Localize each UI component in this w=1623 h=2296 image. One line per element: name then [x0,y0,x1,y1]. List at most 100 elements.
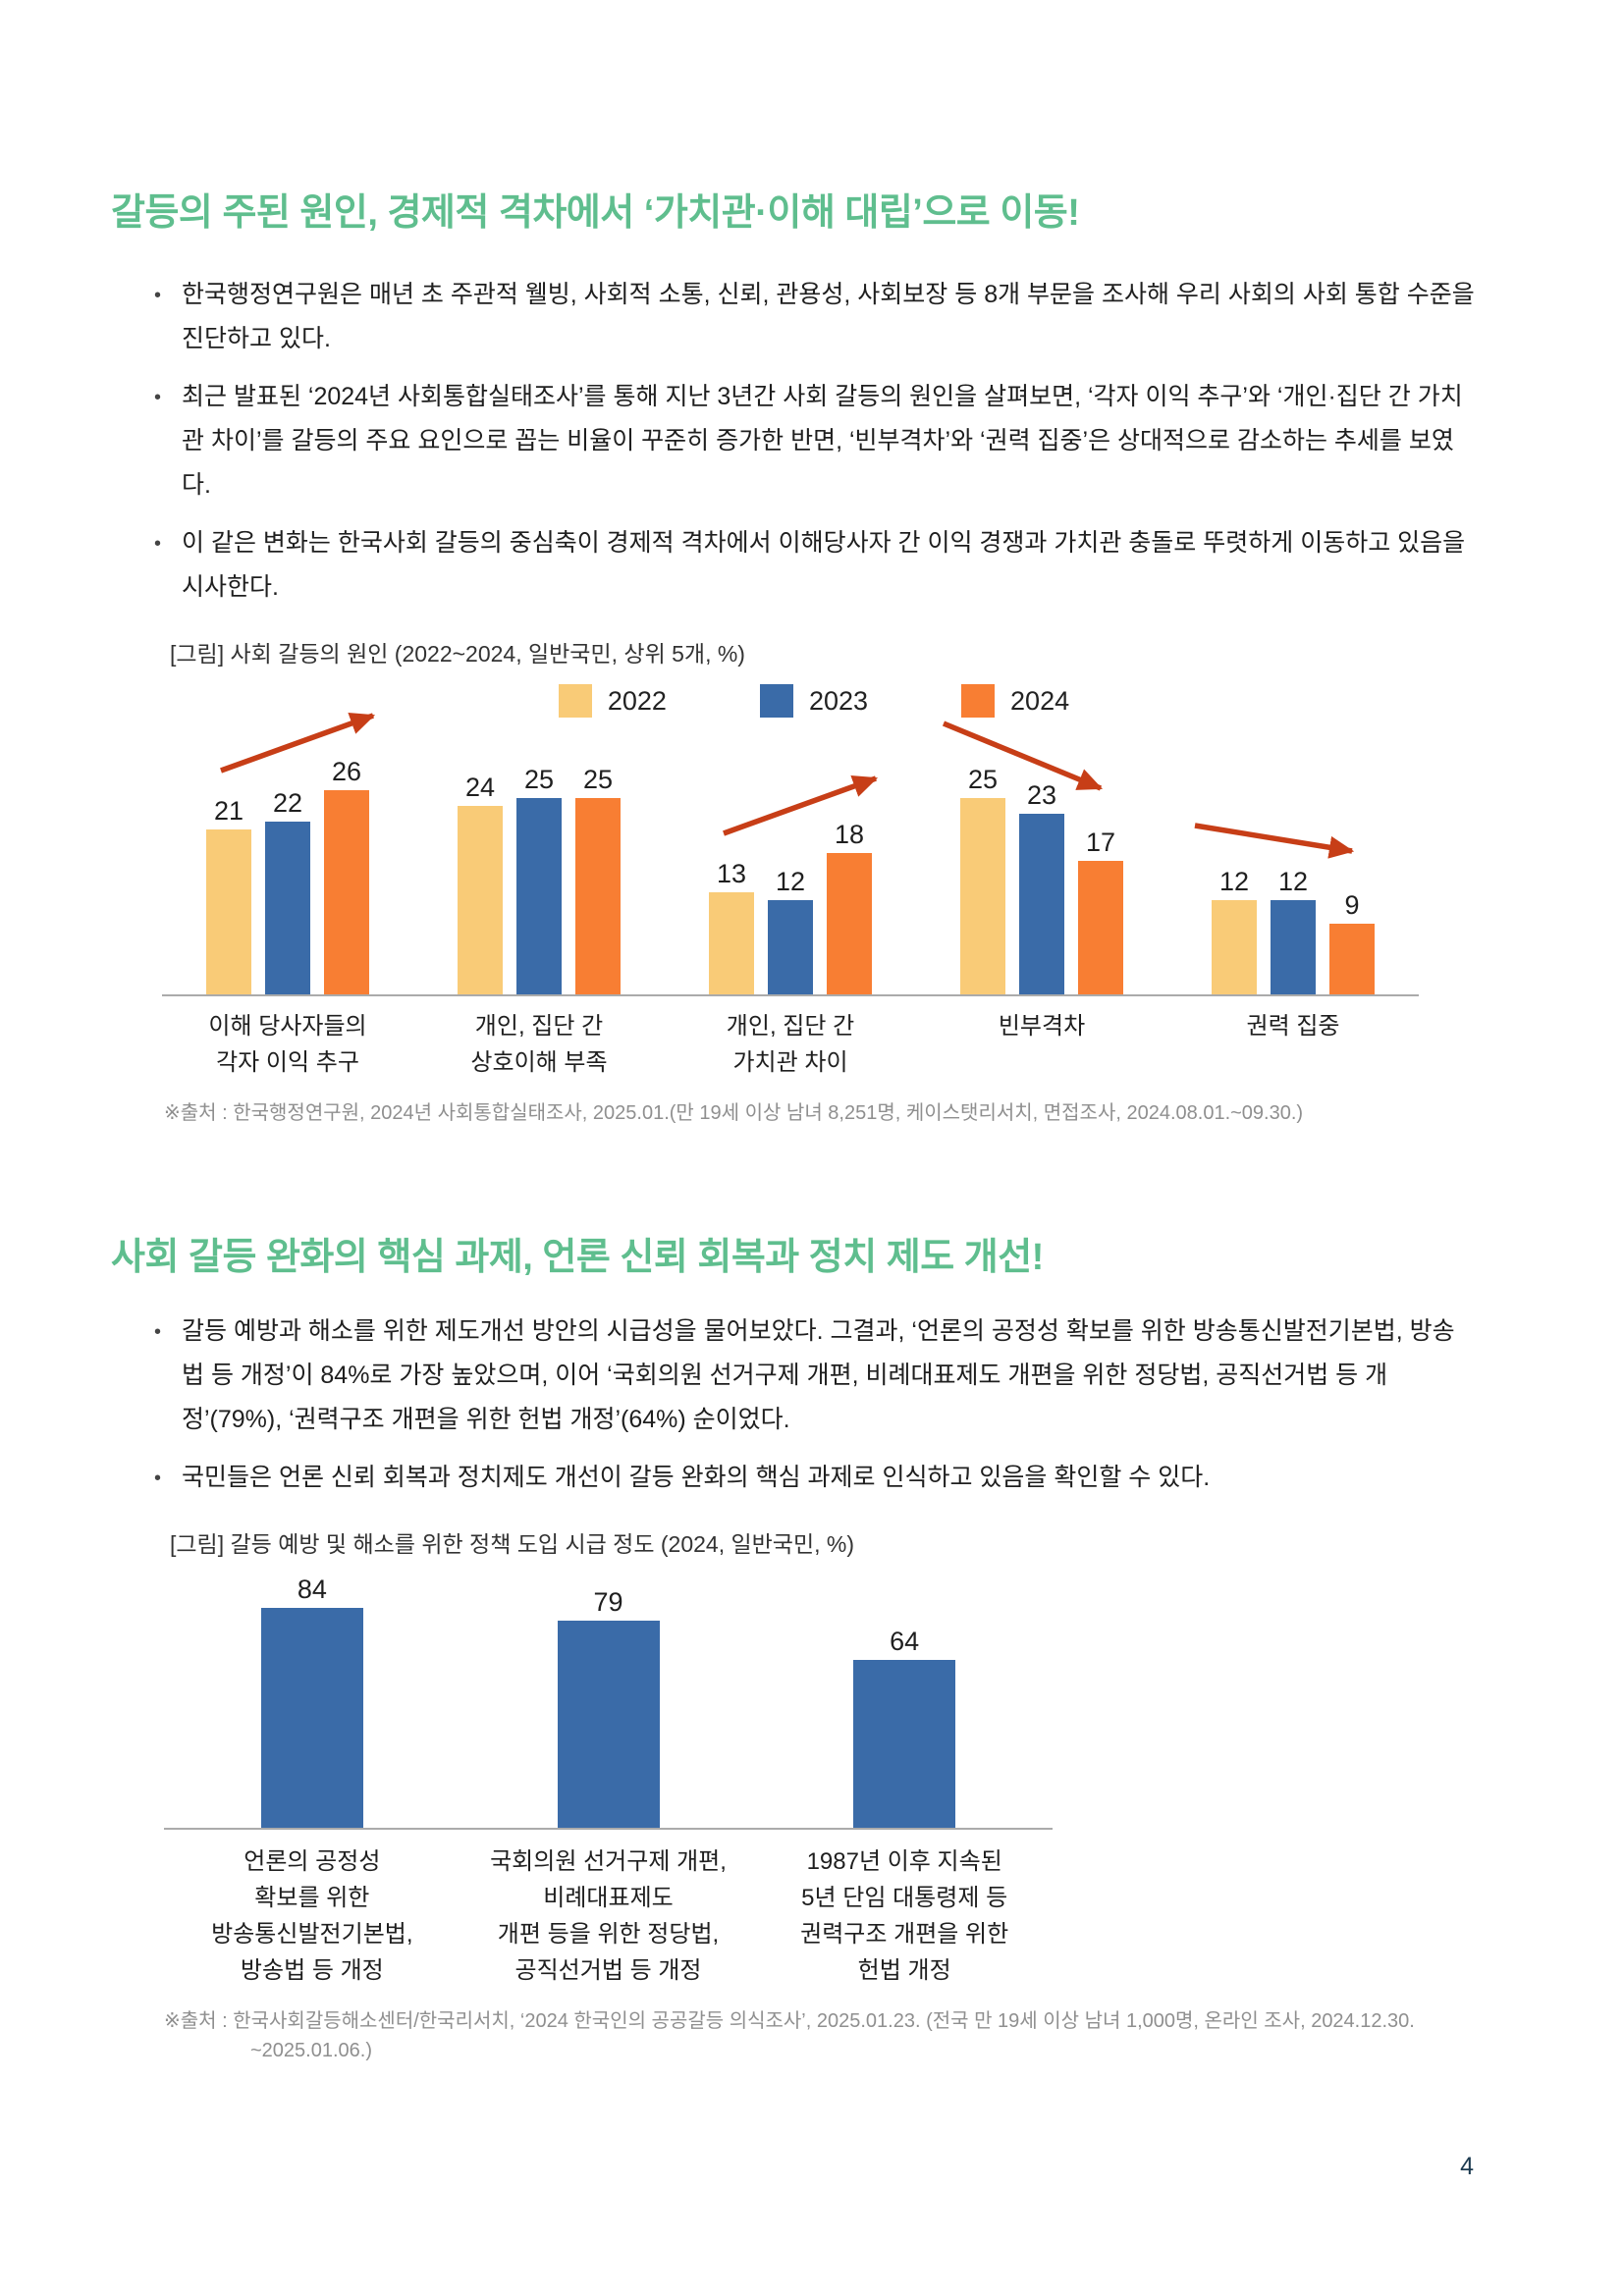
bar-value-label: 79 [593,1587,623,1617]
category-label: 이해 당사자들의 각자 이익 추구 [208,1013,367,1076]
legend-item: 2022 [558,684,667,718]
bar-with-label: 24 [458,773,503,994]
bar-with-label: 26 [324,757,369,994]
category-label: 빈부격차 [998,1013,1086,1040]
page-number: 4 [1460,2153,1474,2180]
bar-with-label: 64 [756,1627,1053,1828]
bar-with-label: 12 [1271,867,1316,994]
legend-swatch-icon [759,684,793,718]
bar-2024 [575,798,621,994]
bar-value-label: 23 [1026,780,1057,810]
bar [853,1660,956,1828]
bullet-list: 갈등 예방과 해소를 위한 제도개선 방안의 시급성을 물어보았다. 그결과, … [152,1309,1476,1501]
chart-legend: 2022 2023 2024 [152,684,1476,718]
bar-2023 [265,822,310,994]
bullet-item: 국민들은 언론 신뢰 회복과 정치제도 개선이 갈등 완화의 핵심 과제로 인식… [152,1456,1476,1501]
bar-value-label: 64 [890,1627,920,1656]
bar-with-label: 22 [265,788,310,994]
bar-with-label: 21 [206,796,251,994]
bar-value-label: 26 [331,757,362,786]
bar-with-label: 18 [827,820,872,994]
bar-2024 [1329,924,1375,994]
bar-2022 [206,829,251,994]
bar-value-label: 22 [272,788,303,818]
section-policy-urgency: 사회 갈등 완화의 핵심 과제, 언론 신뢰 회복과 정치 제도 개선! 갈등 … [111,1226,1476,2065]
legend-label: 2024 [1010,685,1070,716]
bar-value-label: 21 [213,796,244,826]
legend-swatch-icon [558,684,592,718]
chart-category-labels: 언론의 공정성 확보를 위한 방송통신발전기본법, 방송법 등 개정 국회의원 선거구제… [164,1830,1053,1989]
page-content: 갈등의 주된 원인, 경제적 격차에서 ‘가치관·이해 대립’으로 이동! 한국… [0,0,1623,2065]
bar-value-label: 24 [464,773,496,802]
bar-2023 [516,798,562,994]
bar-value-label: 9 [1344,890,1360,920]
bar-with-label: 25 [960,765,1005,994]
bar-value-label: 18 [834,820,865,849]
category-label: 국회의원 선거구제 개편, 비례대표제도 개편 등을 위한 정당법, 공직선거법 등 … [490,1848,727,1984]
bar-2022 [458,806,503,994]
bar-value-label: 25 [523,765,555,794]
bar-group: 13 12 18 [665,718,916,994]
bar-value-label: 12 [1218,867,1250,896]
bullet-item: 이 같은 변화는 한국사회 갈등의 중심축이 경제적 격차에서 이해당사자 간 … [152,521,1476,610]
section-title: 갈등의 주된 원인, 경제적 격차에서 ‘가치관·이해 대립’으로 이동! [111,192,1080,234]
bar-2024 [827,853,872,994]
source-note: ※출처 : 한국사회갈등해소센터/한국리서치, ‘2024 한국인의 공공갈등 … [164,2006,1476,2065]
bar-value-label: 12 [775,867,806,896]
source-line: ~2025.01.06.) [250,2040,372,2061]
legend-item: 2023 [759,684,869,718]
section-conflict-causes: 갈등의 주된 원인, 경제적 격차에서 ‘가치관·이해 대립’으로 이동! 한국… [111,0,1476,1128]
bar-value-label: 12 [1277,867,1309,896]
legend-item: 2024 [961,684,1069,718]
bar-2023 [1019,814,1064,994]
legend-swatch-icon [961,684,996,718]
bar-group: 12 12 9 [1167,718,1419,994]
bar-with-label: 9 [1329,890,1375,994]
category-label: 개인, 집단 간 상호이해 부족 [470,1013,608,1076]
grouped-bar-chart: 21 22 26 24 25 25 13 12 18 25 23 17 12 12 9 이해 당사자들의 각자… [152,712,1476,1081]
bar-group: 21 22 26 [162,712,413,994]
bullet-list: 한국행정연구원은 매년 초 주관적 웰빙, 사회적 소통, 신뢰, 관용성, 사… [152,273,1476,610]
chart-plot-area: 84 79 64 [164,1571,1053,1830]
bar-2022 [709,892,754,994]
source-line: ※출처 : 한국사회갈등해소센터/한국리서치, ‘2024 한국인의 공공갈등 … [164,2010,1415,2032]
chart-caption: [그림] 갈등 예방 및 해소를 위한 정책 도입 시급 정도 (2024, 일… [170,1531,855,1557]
bar-value-label: 17 [1085,828,1116,857]
bar-2023 [1271,900,1316,994]
bar-2022 [960,798,1005,994]
source-note: ※출처 : 한국행정연구원, 2024년 사회통합실태조사, 2025.01.(… [164,1102,1304,1124]
category-label: 권력 집중 [1246,1013,1340,1040]
bar-2022 [1212,900,1257,994]
legend-label: 2022 [607,685,667,716]
bullet-item: 갈등 예방과 해소를 위한 제도개선 방안의 시급성을 물어보았다. 그결과, … [152,1309,1476,1442]
bar-2023 [768,900,813,994]
chart-caption: [그림] 사회 갈등의 원인 (2022~2024, 일반국민, 상위 5개, … [170,641,745,667]
bar-with-label: 25 [575,765,621,994]
bar-2024 [324,790,369,994]
bar-with-label: 12 [1212,867,1257,994]
bar-with-label: 13 [709,859,754,994]
bar-value-label: 25 [967,765,999,794]
bar-value-label: 25 [582,765,614,794]
bar-with-label: 17 [1078,828,1123,994]
bar-2024 [1078,861,1123,994]
bar-with-label: 23 [1019,780,1064,994]
bar-with-label: 84 [164,1575,460,1828]
bullet-item: 한국행정연구원은 매년 초 주관적 웰빙, 사회적 소통, 신뢰, 관용성, 사… [152,273,1476,361]
bar-with-label: 79 [460,1587,757,1828]
bar-with-label: 12 [768,867,813,994]
simple-bar-chart: 84 79 64 언론의 공정성 확보를 위한 방송통신발전기본법, 방송법 등 개정 국회… [152,1571,1476,1989]
bullet-item: 최근 발표된 ‘2024년 사회통합실태조사’를 통해 지난 3년간 사회 갈등… [152,375,1476,507]
bar-value-label: 84 [297,1575,327,1604]
bar [557,1621,660,1828]
category-label: 1987년 이후 지속된 5년 단임 대통령제 등 권력구조 개편을 위한 헌법 개정 [800,1848,1009,1984]
legend-label: 2023 [808,685,869,716]
bar-with-label: 25 [516,765,562,994]
section-title: 사회 갈등 완화의 핵심 과제, 언론 신뢰 회복과 정치 제도 개선! [111,1237,1044,1278]
category-label: 개인, 집단 간 가치관 차이 [726,1013,855,1076]
chart-plot-area: 21 22 26 24 25 25 13 12 18 25 23 17 12 12 9 [162,712,1419,996]
bar-group: 24 25 25 [413,718,665,994]
bar-group: 25 23 17 [916,718,1167,994]
